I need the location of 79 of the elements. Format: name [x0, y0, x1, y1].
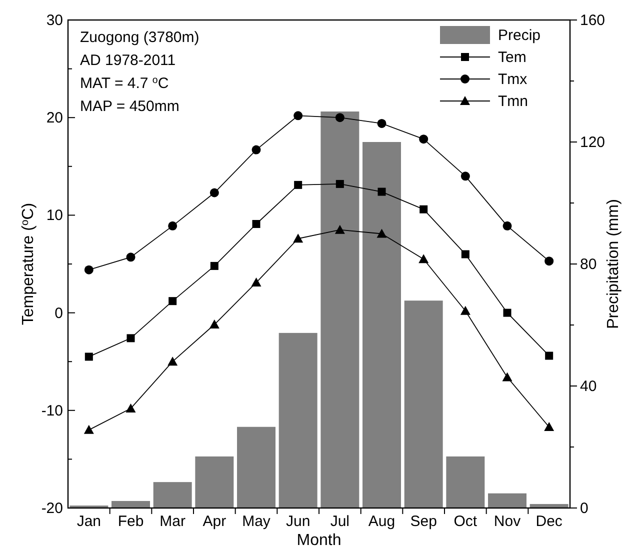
- bar: [153, 482, 192, 508]
- point: [252, 220, 260, 228]
- x-tick-label: Apr: [202, 513, 226, 530]
- bar: [112, 500, 150, 508]
- bar: [237, 426, 276, 508]
- y-tick-label: -20: [41, 500, 63, 517]
- annotation: MAT = 4.7 $^{o}$C: [80, 74, 169, 92]
- point: [544, 256, 554, 266]
- point: [378, 188, 386, 196]
- x-tick-label: Mar: [160, 513, 186, 530]
- point: [377, 118, 386, 128]
- y2-tick-label: 80: [580, 256, 597, 273]
- point: [294, 180, 302, 189]
- point: [252, 145, 261, 154]
- x-tick-label: Feb: [118, 513, 144, 530]
- point: [84, 424, 94, 434]
- point: [419, 134, 428, 144]
- point: [293, 234, 304, 243]
- point: [460, 172, 470, 181]
- point: [210, 188, 219, 198]
- y2-tick-label: 160: [580, 12, 606, 29]
- point: [210, 262, 218, 270]
- annotation: Zuogong (3780m): [80, 29, 200, 46]
- point: [251, 278, 262, 287]
- y2-tick-label: 0: [580, 500, 588, 517]
- x-tick-label: Nov: [494, 513, 522, 530]
- y-tick-label: 10: [46, 207, 63, 224]
- point: [84, 265, 94, 274]
- point: [420, 205, 428, 214]
- x-tick-label: Dec: [536, 513, 563, 530]
- point: [336, 180, 344, 188]
- bar: [320, 112, 360, 508]
- point: [544, 422, 554, 431]
- y-tick-label: 30: [46, 12, 63, 29]
- x-axis-title: Month: [296, 532, 342, 549]
- point: [126, 403, 136, 412]
- y2-axis-title: Precipitation (mm): [605, 199, 622, 329]
- y-tick-label: 0: [54, 304, 63, 322]
- x-tick-label: Jul: [330, 513, 350, 530]
- point: [335, 113, 344, 122]
- annotation: MAP = 450mm: [80, 98, 180, 115]
- y2-tick-label: 40: [580, 378, 597, 395]
- point: [461, 250, 470, 258]
- bar: [195, 456, 234, 508]
- bar: [446, 456, 485, 508]
- point: [168, 297, 177, 306]
- point: [126, 252, 136, 262]
- point: [168, 221, 178, 230]
- point: [460, 306, 470, 315]
- point: [209, 320, 220, 329]
- y-tick-label: 20: [46, 110, 63, 127]
- legend-label: Tmn: [498, 93, 528, 110]
- legend-label: Tmx: [498, 71, 528, 88]
- point: [84, 352, 93, 361]
- x-tick-label: Aug: [368, 513, 396, 530]
- point: [294, 111, 303, 120]
- annotation: AD 1978-2011: [80, 52, 176, 69]
- x-tick-label: Oct: [454, 513, 478, 530]
- point: [502, 221, 512, 230]
- bar: [488, 493, 526, 508]
- bar: [362, 142, 401, 508]
- point: [376, 228, 387, 238]
- x-tick-label: May: [242, 513, 271, 530]
- point: [418, 254, 429, 264]
- bar: [278, 332, 318, 508]
- point: [502, 372, 512, 382]
- point: [168, 356, 178, 366]
- legend-label: Tem: [498, 49, 526, 66]
- bar: [404, 300, 443, 508]
- x-tick-label: Jun: [286, 513, 310, 530]
- legend-label: Precip: [498, 27, 541, 44]
- point: [334, 224, 345, 234]
- x-tick-label: Sep: [410, 513, 437, 530]
- y2-tick-label: 120: [580, 134, 606, 151]
- y-tick-label: -10: [41, 402, 63, 420]
- point: [126, 334, 135, 342]
- point: [503, 308, 512, 317]
- point: [545, 352, 554, 360]
- x-tick-label: Jan: [76, 513, 102, 530]
